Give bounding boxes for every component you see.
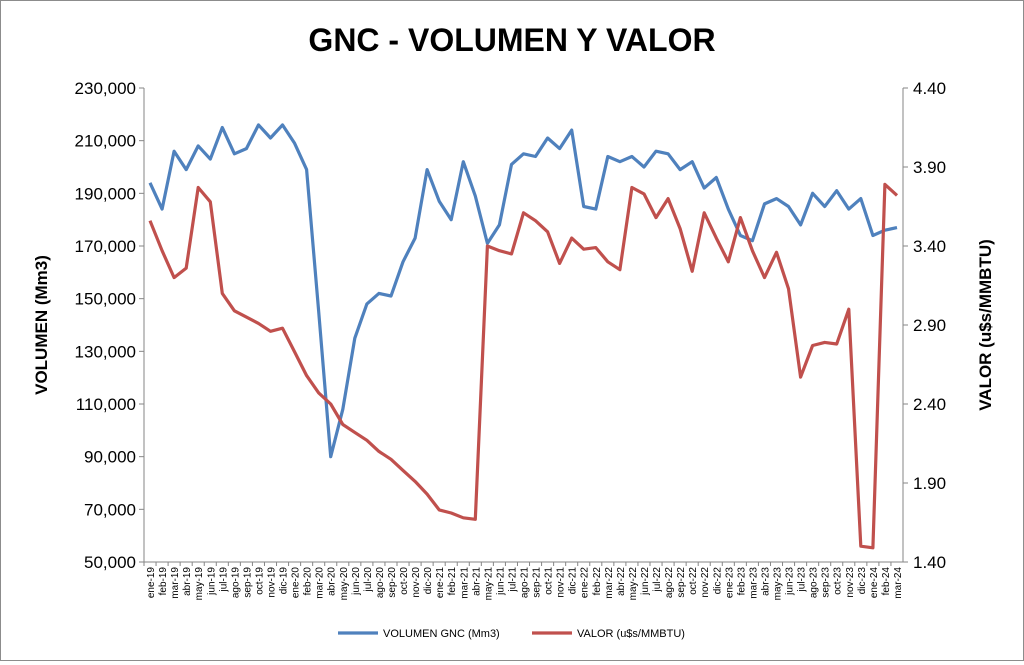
x-tick-label: abr-19 [182,567,193,596]
x-tick-label: may-21 [483,567,494,601]
y-tick-label-right: 1.90 [913,474,946,493]
x-tick-label: abr-23 [760,567,771,596]
x-tick-label: dic-19 [279,567,290,595]
x-tick-label: sep-23 [821,567,832,598]
x-tick-label: ago-22 [664,567,675,599]
series-lines [148,123,899,550]
x-tick-label: abr-21 [471,567,482,596]
y-tick-label-left: 190,000 [75,184,136,203]
x-tick-label: jul-19 [218,567,229,593]
y-tick-label-left: 90,000 [84,448,136,467]
x-tick-label: sep-22 [676,567,687,598]
x-tick-label: mar-21 [459,567,470,599]
x-tick-label: sep-19 [242,567,253,598]
x-tick-label: jun-23 [785,567,796,596]
x-tick-label: may-19 [194,567,205,601]
x-tick-label: abr-22 [616,567,627,596]
x-tick-label: oct-23 [833,567,844,595]
x-tick-label: ago-23 [809,567,820,599]
x-tick-label: jul-20 [363,567,374,593]
series-line-volumen [148,123,898,459]
x-tick-label: abr-20 [327,567,338,596]
x-tick-label: mar-23 [748,567,759,599]
x-tick-label: ene-19 [146,567,157,599]
y-tick-label-left: 210,000 [75,132,136,151]
series-line-valor [148,182,899,550]
x-tick-label: jun-20 [351,567,362,596]
x-tick-label: jul-23 [797,567,808,593]
x-tick-label: feb-24 [881,567,892,596]
x-tick-label: mar-22 [604,567,615,599]
x-tick-label: feb-21 [447,567,458,596]
y-tick-label-right: 2.40 [913,395,946,414]
x-tick-labels: ene-19 feb-19 mar-19 abr-19 may-19 jun-19 jul-… [146,567,904,601]
y-axis-left-label: VOLUMEN (Mm3) [32,255,51,395]
x-tick-label: mar-19 [170,567,181,599]
x-tick-label: oct-22 [688,567,699,595]
y-tick-label-right: 3.90 [913,158,946,177]
y-tick-label-left: 230,000 [75,79,136,98]
x-tick-label: nov-22 [700,567,711,598]
x-tick-label: dic-20 [423,567,434,595]
y-tick-label-right: 4.40 [913,79,946,98]
y-tick-label-right: 1.40 [913,553,946,572]
x-tick-label: jun-22 [640,567,651,596]
y-tick-label-left: 50,000 [84,553,136,572]
x-tick-label: feb-23 [736,567,747,596]
chart-title: GNC - VOLUMEN Y VALOR [308,22,715,58]
x-tick-label: nov-20 [411,567,422,598]
y-tick-label-right: 2.90 [913,316,946,335]
right-tick-labels: 1.40 1.90 2.40 2.90 3.40 3.90 4.40 [913,79,946,572]
y-tick-label-left: 130,000 [75,342,136,361]
x-tick-label: may-22 [628,567,639,601]
legend: VOLUMEN GNC (Mm3) VALOR (u$s/MMBTU) [338,628,685,640]
x-tick-label: ene-20 [291,567,302,599]
x-tick-label: nov-23 [845,567,856,598]
x-tick-label: nov-19 [267,567,278,598]
x-tick-label: dic-23 [857,567,868,595]
x-tick-label: may-20 [339,567,350,601]
x-tick-label: ene-22 [580,567,591,599]
y-tick-label-right: 3.40 [913,237,946,256]
x-tick-label: sep-21 [532,567,543,598]
x-tick-label: jul-22 [652,567,663,593]
x-tick-label: nov-21 [556,567,567,598]
y-tick-label-left: 170,000 [75,237,136,256]
x-tick-label: mar-24 [893,567,904,599]
left-tick-labels: 50,000 70,000 90,000 110,000 130,000 150,000 1… [75,79,136,572]
x-tick-label: feb-20 [303,567,314,596]
x-tick-label: may-23 [773,567,784,601]
x-tick-label: dic-22 [712,567,723,595]
x-tick-label: mar-20 [315,567,326,599]
legend-label: VALOR (u$s/MMBTU) [577,628,685,640]
x-tick-label: ago-21 [520,567,531,599]
x-tick-label: sep-20 [387,567,398,598]
x-tick-label: jul-21 [507,567,518,593]
x-tick-label: ago-19 [230,567,241,599]
x-tick-label: oct-21 [544,567,555,595]
x-tick-label: feb-22 [592,567,603,596]
x-tick-label: ene-24 [869,567,880,599]
x-tick-label: oct-20 [399,567,410,595]
x-tick-label: ene-21 [435,567,446,599]
legend-label: VOLUMEN GNC (Mm3) [383,628,500,640]
x-tick-label: jun-19 [206,567,217,596]
x-tick-label: feb-19 [158,567,169,596]
x-tick-label: dic-21 [568,567,579,595]
axes-group [139,87,908,566]
y-tick-label-left: 70,000 [84,500,136,519]
x-tick-label: jun-21 [495,567,506,596]
x-tick-label: oct-19 [254,567,265,595]
y-tick-label-left: 150,000 [75,290,136,309]
x-tick-label: ago-20 [375,567,386,599]
y-axis-right-label: VALOR (u$s/MMBTU) [976,239,995,411]
x-tick-label: ene-23 [724,567,735,599]
y-tick-label-left: 110,000 [76,395,136,414]
